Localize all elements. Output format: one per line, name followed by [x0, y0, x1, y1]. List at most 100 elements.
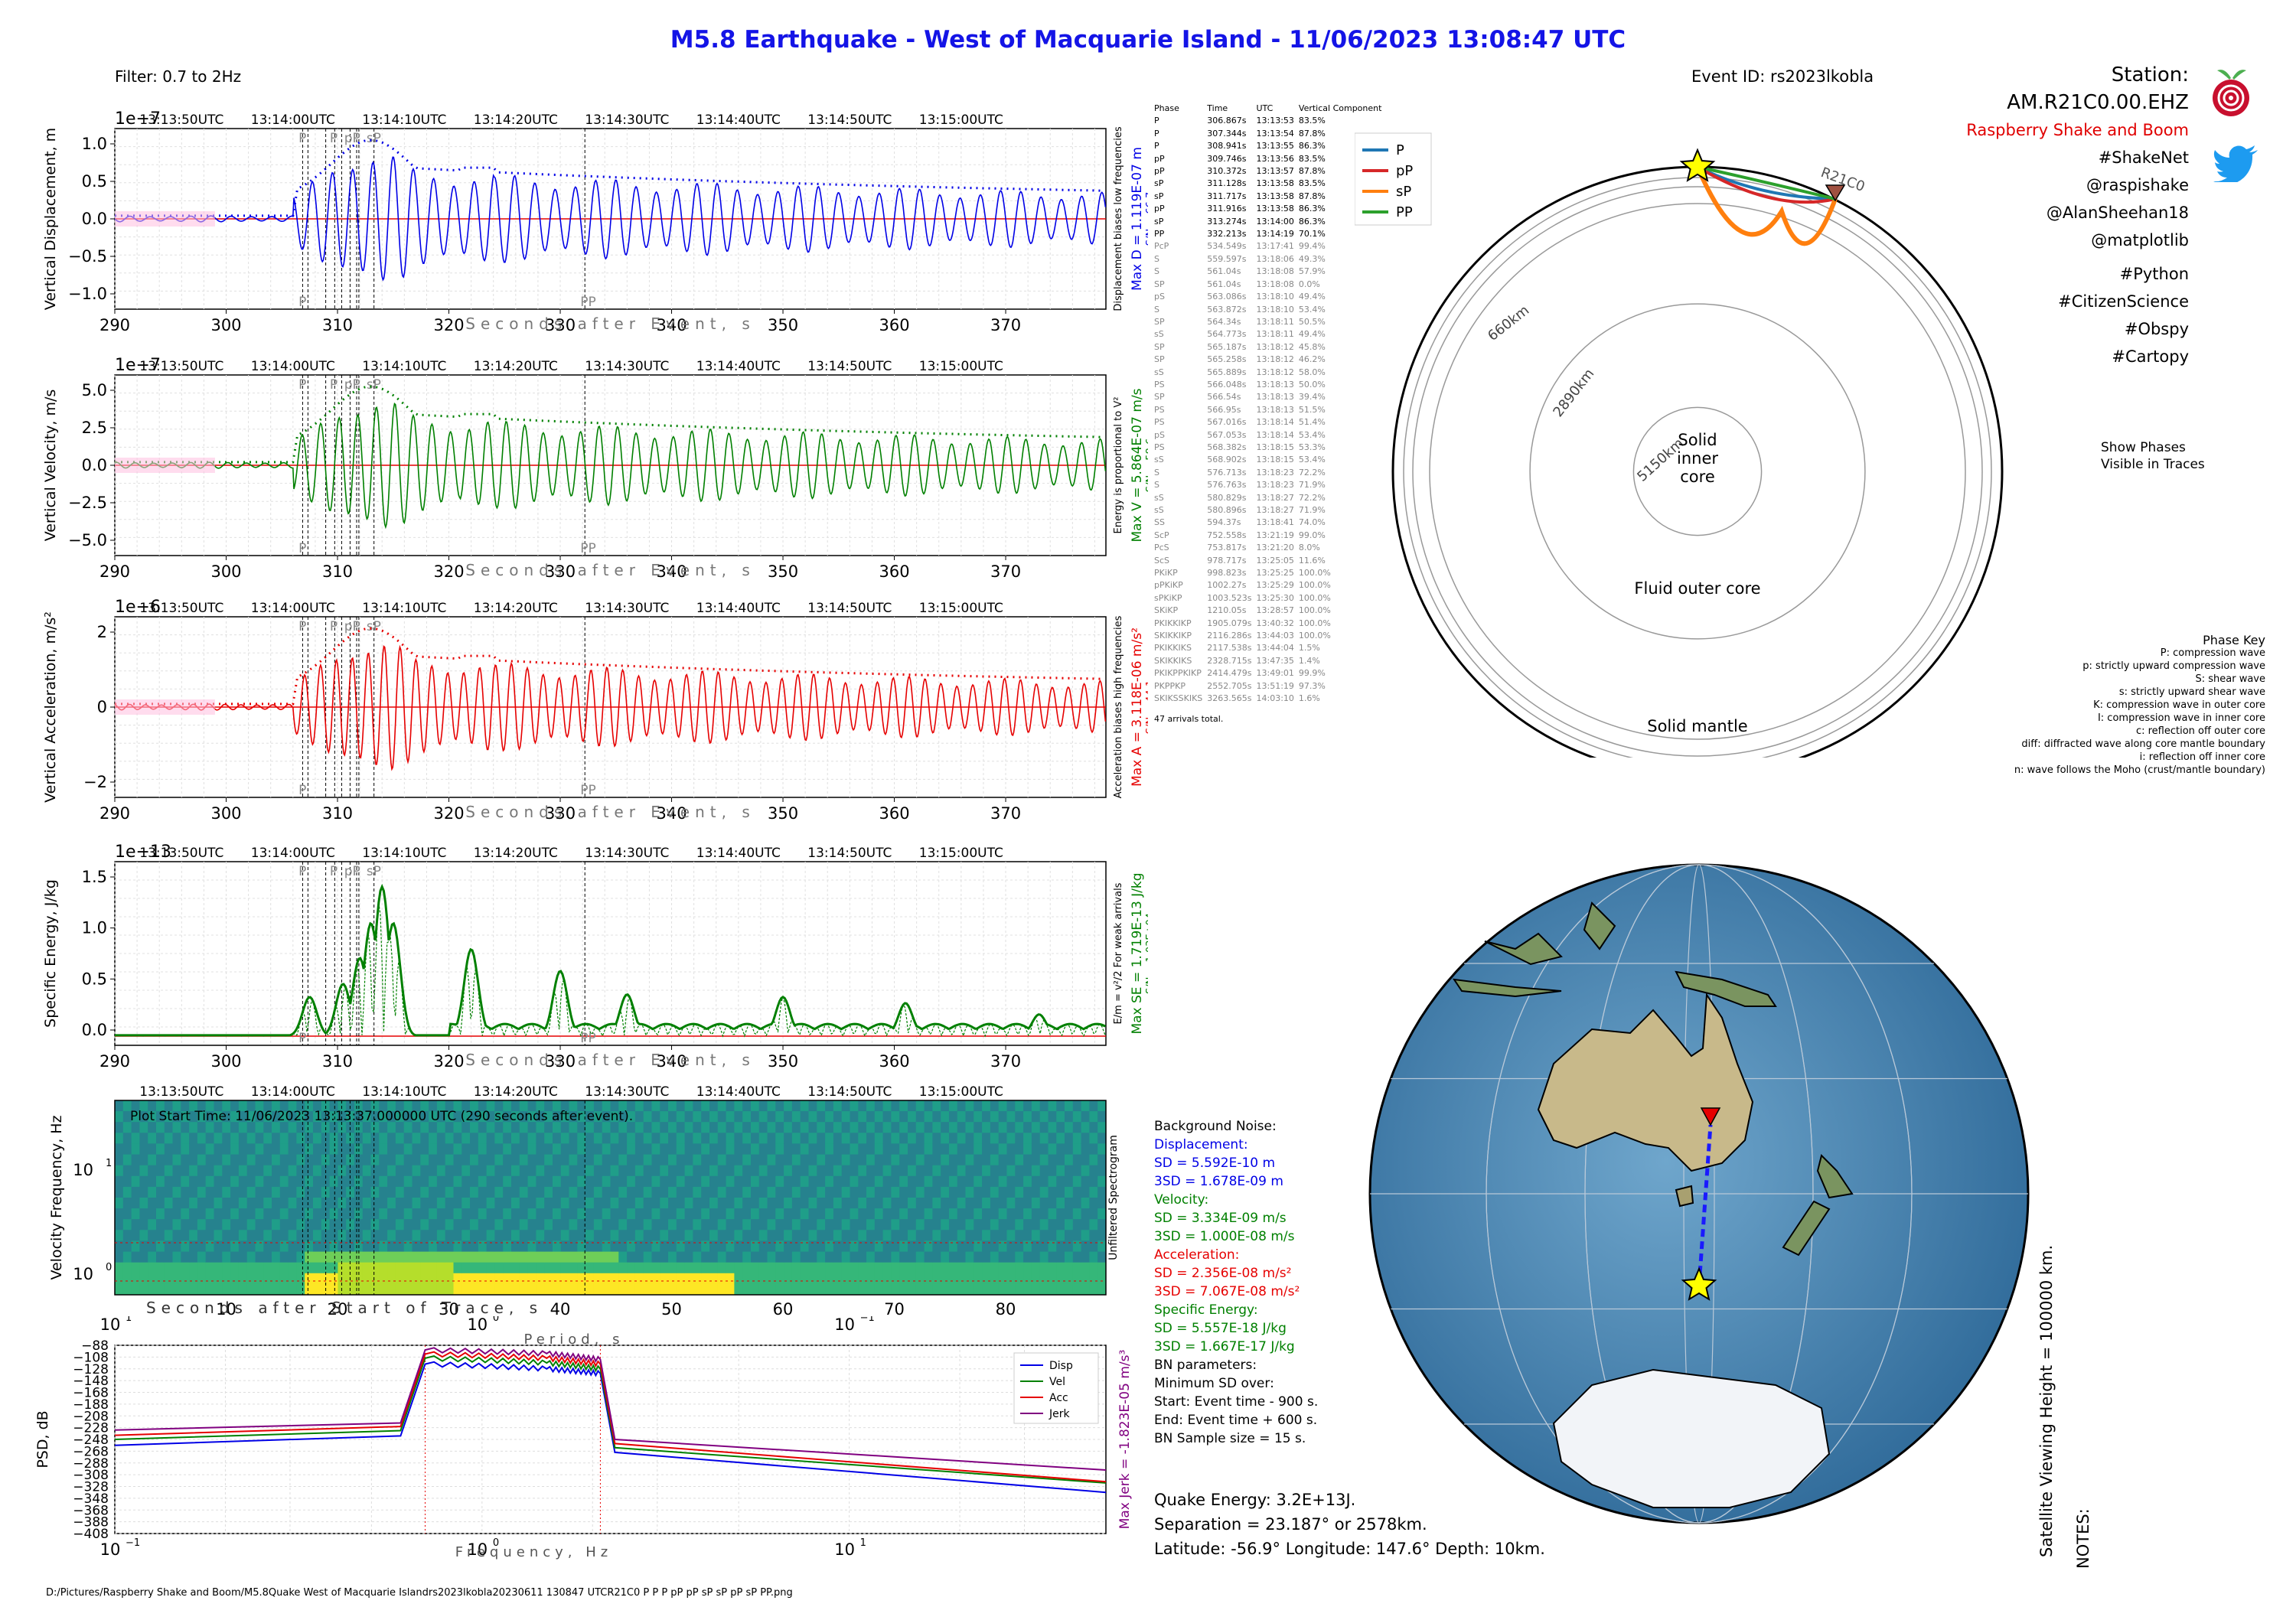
spectrogram-cell — [255, 1273, 264, 1285]
tag-6: #Obspy — [2124, 320, 2189, 338]
spectrogram-cell — [758, 1186, 768, 1198]
spectrogram-cell — [758, 1240, 768, 1252]
spectrogram-cell — [751, 1283, 760, 1296]
spectrogram-cell — [288, 1175, 297, 1188]
spectrogram-cell — [387, 1262, 396, 1274]
spectrogram-cell — [1097, 1240, 1107, 1252]
psd-panel: −88−108−128−148−168−188−208−228−248−268−… — [34, 1316, 1133, 1560]
spectrogram-cell — [1039, 1208, 1049, 1220]
spectrogram-cell — [668, 1283, 677, 1296]
spectrogram-cell — [403, 1100, 413, 1112]
spectrogram-cell — [553, 1133, 562, 1144]
spectrogram-cell — [395, 1100, 405, 1112]
phase-cell: 99.0% — [1298, 530, 1326, 540]
spectrogram-cell — [122, 1122, 132, 1133]
spectrogram-cell — [238, 1251, 248, 1263]
spectrogram-cell — [395, 1186, 405, 1198]
spectrogram-cell — [403, 1143, 413, 1155]
mantle-label: Solid mantle — [1647, 717, 1747, 735]
phase-cell: 13:18:08 — [1256, 266, 1294, 277]
spectrogram-cell — [800, 1273, 809, 1285]
phase-cell: 13:25:30 — [1256, 592, 1294, 603]
spectrogram-cell — [131, 1111, 140, 1123]
phase-cell: 13:13:58 — [1256, 204, 1294, 214]
phase-row-hidden: sS 564.773s 13:18:11 49.4% — [1154, 328, 1386, 341]
spectrogram-cell — [156, 1198, 165, 1209]
spectrogram-cell — [305, 1154, 314, 1166]
noise-line: Start: Event time - 900 s. — [1154, 1394, 1319, 1410]
spectrogram-cell — [800, 1198, 809, 1209]
spectrogram-cell — [387, 1154, 396, 1166]
spectrogram-cell — [536, 1165, 545, 1177]
spectrogram-cell — [329, 1230, 338, 1241]
spectrogram-cell — [891, 1154, 900, 1166]
spectrogram-cell — [553, 1154, 562, 1166]
spectrogram-cell — [453, 1283, 462, 1296]
spectrogram-cell — [420, 1100, 429, 1112]
arrival-label: P — [298, 295, 306, 310]
noise-line: Displacement: — [1154, 1137, 1248, 1152]
spectrogram-cell — [362, 1165, 372, 1177]
spectrogram-cell — [684, 1111, 693, 1123]
spectrogram-cell — [494, 1219, 504, 1231]
spectrogram-cell — [205, 1186, 214, 1198]
spectrogram-cell — [1048, 1122, 1057, 1133]
x-tick-label: 310 — [322, 562, 353, 581]
x-tick-label: 50 — [661, 1300, 682, 1319]
noise-line: SD = 5.592E-10 m — [1154, 1156, 1276, 1171]
noise-band — [115, 458, 215, 473]
phase-cell: 99.4% — [1298, 241, 1326, 252]
spectrogram-cell — [585, 1154, 595, 1166]
spectrogram-cell — [288, 1111, 297, 1123]
phase-cell: 13:18:14 — [1256, 417, 1294, 428]
spectrogram-cell — [882, 1186, 892, 1198]
spectrogram-cell — [1056, 1100, 1065, 1112]
spectrogram-cell — [453, 1251, 462, 1263]
spectrogram-cell — [197, 1100, 207, 1112]
phase-cell: sPKiKP — [1154, 592, 1182, 603]
max-value-label: Max A = 3.118E-06 m/s² — [1130, 627, 1145, 787]
spectrogram-cell — [288, 1230, 297, 1241]
spectrogram-cell — [296, 1219, 305, 1231]
spectrogram-cell — [536, 1230, 545, 1241]
inner-core-label: Solid — [1678, 431, 1717, 449]
spectrogram-cell — [858, 1143, 867, 1155]
spectrogram-cell — [882, 1198, 892, 1209]
spectrogram-cell — [296, 1165, 305, 1177]
x-tick-label: 370 — [990, 804, 1021, 823]
spectrogram-cell — [1065, 1208, 1074, 1220]
spectrogram-cell — [634, 1154, 644, 1166]
spectrogram-cell — [238, 1165, 248, 1177]
spectrogram-cell — [841, 1165, 850, 1177]
phase-cell: 87.8% — [1298, 191, 1326, 201]
spectrogram-cell — [230, 1133, 240, 1144]
spectrogram-cell — [1072, 1273, 1082, 1285]
spectrogram-cell — [974, 1122, 983, 1133]
spectrogram-cell — [701, 1240, 710, 1252]
spectrogram-cell — [1081, 1122, 1090, 1133]
x-tick-label: 10 — [100, 1540, 121, 1559]
spectrogram-cell — [305, 1198, 314, 1209]
spectrogram-cell — [899, 1230, 908, 1241]
spectrogram-cell — [957, 1143, 967, 1155]
spectrogram-cell — [850, 1175, 859, 1188]
spectrogram-cell — [461, 1208, 471, 1220]
spectrogram-cell — [610, 1251, 619, 1263]
spectrogram-cell — [453, 1143, 462, 1155]
y-tick-label: −248 — [73, 1433, 109, 1448]
phase-cell: 565.889s — [1207, 367, 1247, 377]
spectrogram-cell — [924, 1154, 933, 1166]
spectrogram-cell — [569, 1186, 578, 1198]
spectrogram-cell — [412, 1111, 421, 1123]
spectrogram-cell — [403, 1208, 413, 1220]
spectrogram-cell — [272, 1111, 281, 1123]
spectrogram-cell — [379, 1219, 388, 1231]
spectrogram-cell — [660, 1208, 669, 1220]
spectrogram-cell — [858, 1262, 867, 1274]
station-block: Station: AM.R21C0.00.EHZ Raspberry Shake… — [1936, 61, 2189, 370]
inner-core-label: core — [1680, 468, 1715, 486]
spectrogram-cell — [519, 1133, 529, 1144]
phase-cell: 564.773s — [1207, 329, 1247, 340]
spectrogram-cell — [1081, 1186, 1090, 1198]
spectrogram-cell — [181, 1186, 190, 1198]
